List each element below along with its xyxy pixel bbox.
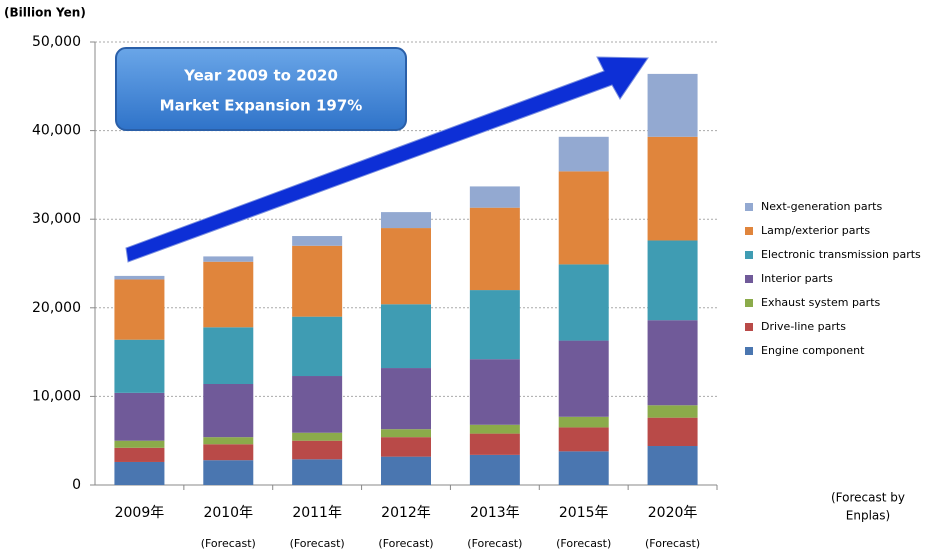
bar-segment <box>114 275 165 280</box>
bar-segment <box>203 437 254 445</box>
bar-segment <box>647 73 698 137</box>
legend-swatch <box>745 323 753 331</box>
y-tick-label: 10,000 <box>32 388 81 404</box>
y-tick-label: 30,000 <box>32 211 81 227</box>
bar-segment <box>381 437 431 457</box>
bar-segment <box>381 456 431 485</box>
note: Enplas) <box>846 509 890 523</box>
bar-segment <box>558 427 609 452</box>
bar-segment <box>469 290 520 360</box>
bar-segment <box>647 136 698 241</box>
legend-swatch <box>745 227 753 235</box>
trend-arrow <box>125 56 649 263</box>
bar-segment <box>469 433 520 455</box>
x-sublabel: (Forecast) <box>556 537 611 550</box>
bar-segment <box>292 432 343 441</box>
bar-segment <box>647 446 698 485</box>
bar-segment <box>292 245 343 317</box>
bar-segment <box>558 264 609 341</box>
bar-segment <box>114 279 165 340</box>
y-tick-label: 20,000 <box>32 300 81 316</box>
bar-segment <box>381 228 431 305</box>
legend-label: Exhaust system parts <box>761 296 881 309</box>
note: (Forecast by <box>831 491 905 505</box>
bar-segment <box>558 416 609 428</box>
bar-segment <box>647 240 698 321</box>
y-tick-label: 40,000 <box>32 123 81 139</box>
x-tick-label: 2020年 <box>648 505 698 521</box>
y-tick-label: 50,000 <box>32 34 81 50</box>
bar-segment <box>647 417 698 447</box>
bar-segment <box>558 451 609 485</box>
bar-segment <box>558 171 609 265</box>
x-sublabel: (Forecast) <box>467 537 522 550</box>
bar-segment <box>292 459 343 485</box>
x-tick-label: 2013年 <box>470 505 520 521</box>
bar-segment <box>203 261 254 328</box>
callout-text: Year 2009 to 2020 <box>183 67 338 85</box>
legend-label: Next-generation parts <box>761 200 882 213</box>
bar-segment <box>469 359 520 425</box>
legend-label: Drive-line parts <box>761 320 846 333</box>
legend-swatch <box>745 203 753 211</box>
x-sublabel: (Forecast) <box>645 537 700 550</box>
bar-segment <box>558 340 609 417</box>
legend-swatch <box>745 299 753 307</box>
bar-segment <box>381 212 431 229</box>
bar-segment <box>381 304 431 369</box>
legend-label: Lamp/exterior parts <box>761 224 870 237</box>
legend-label: Engine component <box>761 344 865 357</box>
bar-segment <box>292 316 343 377</box>
y-unit: (Billion Yen) <box>4 6 86 20</box>
bar-segment <box>203 444 254 461</box>
bar-segment <box>114 392 165 441</box>
callout-box <box>115 47 407 131</box>
callout-text: Market Expansion 197% <box>160 97 363 115</box>
legend-label: Interior parts <box>761 272 833 285</box>
bar-segment <box>114 447 165 462</box>
bar-segment <box>114 339 165 393</box>
x-tick-label: 2011年 <box>292 505 342 521</box>
bar-segment <box>647 405 698 418</box>
bar-segment <box>292 376 343 433</box>
x-sublabel: (Forecast) <box>290 537 345 550</box>
bar-segment <box>292 440 343 460</box>
bar-segment <box>381 429 431 438</box>
bar-segment <box>469 454 520 485</box>
bar-segment <box>381 368 431 430</box>
x-sublabel: (Forecast) <box>201 537 256 550</box>
bar-segment <box>558 136 609 172</box>
y-tick-label: 0 <box>72 477 81 493</box>
bar-segment <box>292 236 343 246</box>
bar-segment <box>469 207 520 291</box>
legend-label: Electronic transmission parts <box>761 248 921 261</box>
legend-swatch <box>745 275 753 283</box>
legend-swatch <box>745 347 753 355</box>
bar-segment <box>203 460 254 485</box>
x-tick-label: 2015年 <box>559 505 609 521</box>
bar-segment <box>114 461 165 485</box>
bar-segment <box>647 320 698 406</box>
bar-segment <box>203 256 254 262</box>
bar-segment <box>203 383 254 438</box>
bar-segment <box>114 440 165 448</box>
x-tick-label: 2012年 <box>381 505 431 521</box>
x-tick-label: 2010年 <box>203 505 253 521</box>
x-tick-label: 2009年 <box>115 505 165 521</box>
bar-segment <box>203 327 254 384</box>
bar-segment <box>469 424 520 434</box>
bar-segment <box>469 186 520 208</box>
x-sublabel: (Forecast) <box>378 537 433 550</box>
legend-swatch <box>745 251 753 259</box>
